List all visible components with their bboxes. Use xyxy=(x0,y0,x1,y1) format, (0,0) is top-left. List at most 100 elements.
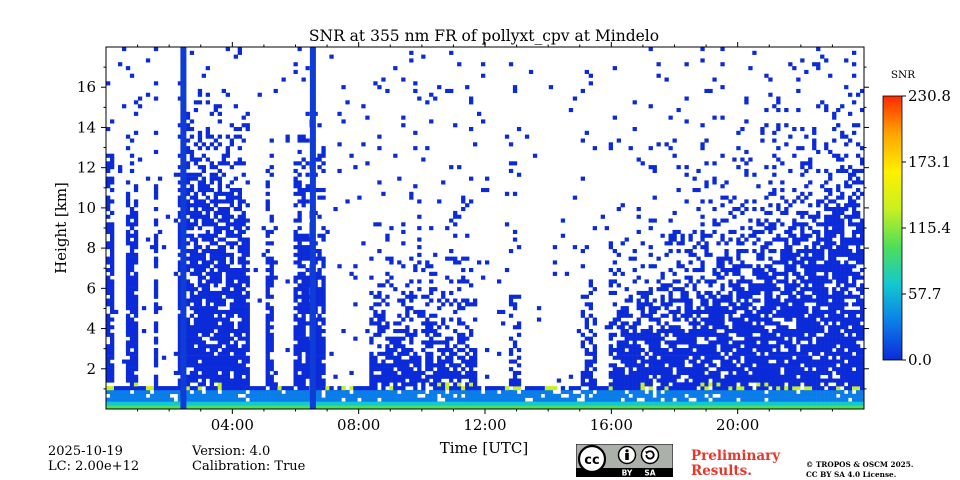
heatmap-cell xyxy=(153,294,159,299)
heatmap-cell xyxy=(588,283,593,288)
heatmap-cell xyxy=(269,363,274,368)
heatmap-cell xyxy=(301,313,306,318)
heatmap-cell xyxy=(213,306,218,311)
heatmap-column xyxy=(736,130,741,409)
heatmap-cell xyxy=(125,203,131,208)
heatmap-cell xyxy=(808,298,813,303)
heatmap-cell xyxy=(118,405,123,409)
heatmap-cell xyxy=(820,386,825,391)
heatmap-cell xyxy=(469,374,474,379)
heatmap-cell xyxy=(632,397,637,402)
heatmap-cell xyxy=(744,355,749,360)
heatmap-cell xyxy=(297,306,302,311)
heatmap-cell xyxy=(161,393,167,398)
heatmap-cell xyxy=(784,237,789,242)
heatmap-cell xyxy=(193,340,199,345)
heatmap-cell xyxy=(245,355,250,360)
heatmap-cell xyxy=(820,344,825,349)
heatmap-cell xyxy=(253,401,258,406)
heatmap-cell xyxy=(233,287,238,292)
heatmap-cell xyxy=(824,298,829,303)
heatmap-cell xyxy=(485,188,490,193)
heatmap-cell xyxy=(213,176,218,181)
heatmap-cell xyxy=(305,367,310,372)
heatmap-cell xyxy=(656,336,661,341)
heatmap-cell xyxy=(229,252,234,257)
heatmap-cell xyxy=(824,260,829,265)
heatmap-cell xyxy=(106,283,111,288)
heatmap-cell xyxy=(321,401,326,406)
heatmap-cell xyxy=(193,355,199,360)
heatmap-cell xyxy=(736,325,741,330)
heatmap-cell xyxy=(177,340,183,345)
heatmap-cell xyxy=(672,317,677,322)
heatmap-cell xyxy=(784,275,789,280)
heatmap-cell xyxy=(129,351,135,356)
heatmap-cell xyxy=(732,325,737,330)
heatmap-cell xyxy=(265,389,270,395)
heatmap-cell xyxy=(688,313,693,318)
heatmap-cell xyxy=(760,256,765,261)
heatmap-cell xyxy=(449,348,454,353)
heatmap-cell xyxy=(437,348,442,353)
heatmap-cell xyxy=(580,176,585,181)
heatmap-cell xyxy=(708,283,713,288)
heatmap-cell xyxy=(253,268,258,273)
heatmap-cell xyxy=(608,321,613,326)
heatmap-cell xyxy=(373,363,378,368)
heatmap-cell xyxy=(445,226,450,231)
heatmap-cell xyxy=(816,378,821,383)
heatmap-cell xyxy=(768,180,773,185)
heatmap-column xyxy=(137,96,143,409)
heatmap-cell xyxy=(106,195,111,200)
heatmap-cell xyxy=(205,386,210,391)
heatmap-cell xyxy=(217,249,222,254)
heatmap-cell xyxy=(153,378,159,383)
heatmap-cell xyxy=(768,321,773,326)
heatmap-cell xyxy=(692,245,697,250)
heatmap-cell xyxy=(644,370,649,376)
heatmap-cell xyxy=(744,359,749,364)
heatmap-cell xyxy=(401,348,406,353)
heatmap-cell xyxy=(189,351,195,356)
heatmap-cell xyxy=(265,378,270,383)
heatmap-cell xyxy=(177,359,183,364)
heatmap-cell xyxy=(217,374,222,379)
heatmap-cell xyxy=(321,340,326,345)
heatmap-cell xyxy=(816,252,821,257)
heatmap-cell xyxy=(201,405,206,409)
heatmap-cell xyxy=(409,279,414,284)
heatmap-cell xyxy=(648,389,653,395)
heatmap-cell xyxy=(800,256,805,261)
heatmap-cell xyxy=(433,401,438,406)
heatmap-column xyxy=(784,108,789,409)
heatmap-cell xyxy=(217,363,222,368)
heatmap-cell xyxy=(293,351,298,356)
heatmap-cell xyxy=(453,382,458,387)
heatmap-cell xyxy=(620,401,625,406)
heatmap-cell xyxy=(133,260,139,265)
heatmap-cell xyxy=(720,363,725,368)
heatmap-cell xyxy=(776,279,781,284)
heatmap-cell xyxy=(273,226,278,231)
heatmap-cell xyxy=(185,222,191,227)
heatmap-cell xyxy=(361,401,366,406)
heatmap-cell xyxy=(716,264,721,269)
heatmap-cell xyxy=(265,241,270,246)
heatmap-cell xyxy=(185,123,191,128)
heatmap-cell xyxy=(177,401,183,406)
heatmap-cell xyxy=(425,329,430,334)
heatmap-cell xyxy=(696,188,701,193)
heatmap-column xyxy=(580,88,585,409)
heatmap-cell xyxy=(824,355,829,360)
heatmap-cell xyxy=(756,344,761,349)
heatmap-cell xyxy=(301,279,306,284)
heatmap-cell xyxy=(764,405,769,409)
heatmap-cell xyxy=(724,386,729,391)
heatmap-cell xyxy=(185,325,191,330)
heatmap-cell xyxy=(465,393,470,398)
heatmap-cell xyxy=(129,329,135,334)
heatmap-cell xyxy=(668,355,673,360)
heatmap-column xyxy=(788,62,793,409)
heatmap-cell xyxy=(584,325,589,330)
